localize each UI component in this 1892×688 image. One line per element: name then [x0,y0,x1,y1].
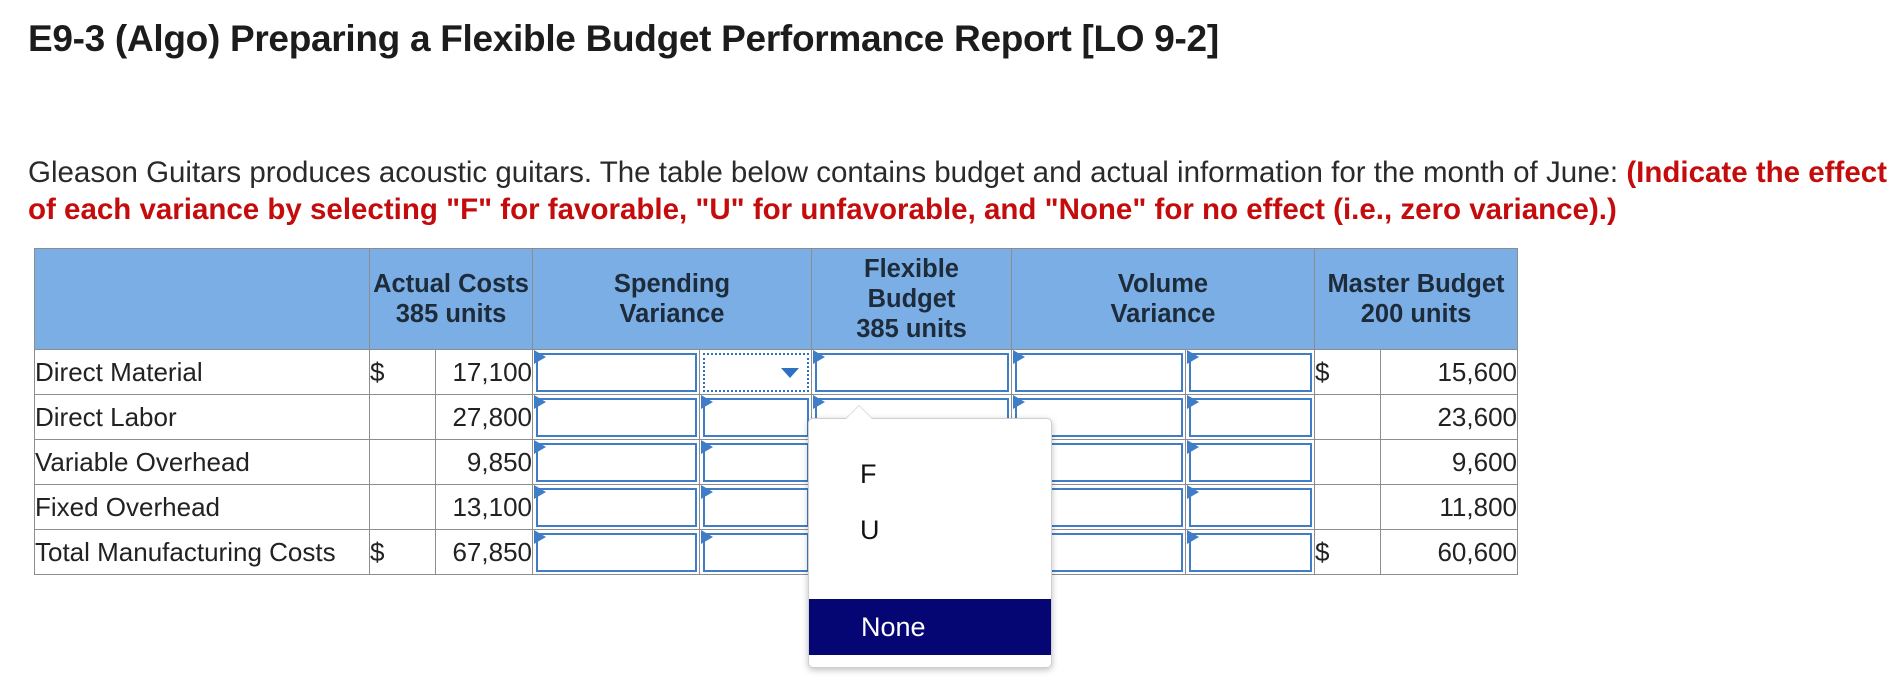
header-volume-variance: Volume Variance [1011,248,1315,350]
spending-variance-effect-select[interactable] [703,488,809,527]
actual-cost-value: 27,800 [435,394,533,440]
header-actual-costs: Actual Costs 385 units [369,248,533,350]
input-marker-icon [1013,395,1025,409]
input-marker-icon [701,485,713,499]
master-budget-value: 60,600 [1380,529,1518,575]
currency-blank [369,439,436,485]
input-marker-icon [1187,530,1199,544]
currency-blank [369,484,436,530]
header-label-blank [34,248,370,350]
header-spending-variance: Spending Variance [532,248,812,350]
volume-variance-effect-select[interactable] [1189,398,1312,437]
table-row-total: Total Manufacturing Costs $ 67,850 $ 60,… [34,529,1518,575]
input-marker-icon [701,530,713,544]
dropdown-pointer [845,405,873,419]
currency-symbol: $ [1314,349,1381,395]
row-label: Direct Labor [34,394,370,440]
header-flexible-budget: Flexible Budget 385 units [811,248,1012,350]
spending-variance-input[interactable] [536,488,697,527]
volume-variance-input[interactable] [1015,353,1183,392]
header-row: Actual Costs 385 units Spending Variance F… [34,248,1518,350]
row-label: Variable Overhead [34,439,370,485]
input-marker-icon [534,485,546,499]
master-budget-value: 15,600 [1380,349,1518,395]
intro-text: Gleason Guitars produces acoustic guitar… [28,155,1627,189]
spending-variance-effect-select[interactable] [703,533,809,572]
master-budget-value: 9,600 [1380,439,1518,485]
input-marker-icon [1187,395,1199,409]
page-title: E9-3 (Algo) Preparing a Flexible Budget … [28,18,1219,59]
header-master-budget: Master Budget 200 units [1314,248,1518,350]
chevron-down-icon[interactable] [781,368,799,378]
input-marker-icon [534,440,546,454]
input-marker-icon [534,530,546,544]
problem-description: Gleason Guitars produces acoustic guitar… [28,154,1888,228]
actual-cost-value: 67,850 [435,529,533,575]
actual-cost-value: 17,100 [435,349,533,395]
currency-blank [369,394,436,440]
table-row: Fixed Overhead 13,100 11,800 [34,484,1518,530]
table-row: Direct Material $ 17,100 $ 15,600 [34,349,1518,395]
master-budget-value: 23,600 [1380,394,1518,440]
input-marker-icon [534,350,546,364]
spending-variance-effect-select[interactable] [703,398,809,437]
currency-blank [1314,484,1381,530]
input-marker-icon [813,395,825,409]
input-marker-icon [813,350,825,364]
row-label: Total Manufacturing Costs [34,529,370,575]
table-row: Variable Overhead 9,850 9,600 [34,439,1518,485]
option-f[interactable]: F [860,459,877,489]
volume-variance-effect-select[interactable] [1189,443,1312,482]
volume-variance-effect-select[interactable] [1189,533,1312,572]
input-marker-icon [1187,440,1199,454]
flexible-budget-input[interactable] [815,353,1009,392]
input-marker-icon [1013,350,1025,364]
currency-symbol: $ [369,349,436,395]
currency-blank [1314,394,1381,440]
table-row: Direct Labor 27,800 23,600 [34,394,1518,440]
currency-symbol: $ [1314,529,1381,575]
flexible-budget-table: Actual Costs 385 units Spending Variance F… [34,248,1518,575]
input-marker-icon [1187,350,1199,364]
input-marker-icon [1187,485,1199,499]
spending-variance-input[interactable] [536,533,697,572]
input-marker-icon [534,395,546,409]
spending-variance-input[interactable] [536,443,697,482]
actual-cost-value: 9,850 [435,439,533,485]
variance-effect-dropdown: F U None [808,405,1052,668]
currency-blank [1314,439,1381,485]
instruction-text: (Indicate the effect of each variance by… [28,155,1887,226]
option-u[interactable]: U [860,515,880,545]
volume-variance-effect-select[interactable] [1189,353,1312,392]
input-marker-icon [701,395,713,409]
option-none[interactable]: None [809,599,1051,655]
actual-cost-value: 13,100 [435,484,533,530]
row-label: Fixed Overhead [34,484,370,530]
row-label: Direct Material [34,349,370,395]
volume-variance-effect-select[interactable] [1189,488,1312,527]
master-budget-value: 11,800 [1380,484,1518,530]
spending-variance-input[interactable] [536,353,697,392]
spending-variance-effect-select[interactable] [703,443,809,482]
spending-variance-input[interactable] [536,398,697,437]
currency-symbol: $ [369,529,436,575]
input-marker-icon [701,440,713,454]
